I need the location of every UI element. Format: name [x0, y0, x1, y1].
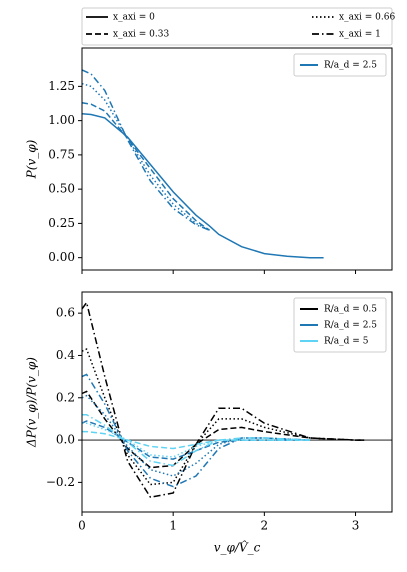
legend-label: R/a_d = 0.5 [324, 305, 377, 315]
style-legend: x_axi = 0 x_axi = 0.66 x_axi = 0.33 x_axi =… [81, 7, 395, 46]
x-tick-label: 2 [261, 519, 269, 533]
data-line [82, 422, 310, 458]
legend-label: x_axi = 0.66 [339, 13, 395, 23]
data-line [82, 430, 310, 450]
axes-frame [81, 47, 393, 271]
legend-label: x_axi = 1 [339, 30, 381, 40]
y-tick-label: 0.00 [48, 250, 75, 264]
data-line [81, 113, 324, 259]
x-axis-label: v_φ/V̂_c [214, 539, 261, 554]
x-tick-label: 0 [78, 519, 86, 533]
data-line [81, 373, 310, 488]
legend: R/a_d = 0.5 R/a_d = 2.5 R/a_d = 5 [293, 297, 387, 353]
data-line [81, 420, 310, 460]
data-line [81, 348, 365, 486]
legend-label: R/a_d = 2.5 [324, 61, 377, 71]
x-tick-label: 3 [352, 519, 360, 533]
data-line [81, 394, 310, 477]
legend-box [81, 7, 393, 46]
x-tick-label: 1 [169, 519, 177, 533]
y-tick-label: 0.50 [48, 182, 75, 196]
data-line [81, 300, 365, 499]
y-tick-label: 0.0 [56, 433, 75, 447]
legend-label: R/a_d = 5 [324, 337, 369, 347]
data-line [82, 413, 310, 467]
legend-box [293, 297, 387, 353]
legend-box [293, 53, 387, 77]
data-line [81, 102, 211, 231]
y-tick-label: 0.6 [56, 306, 75, 320]
y-tick-label: 0.75 [48, 147, 75, 161]
y-tick-label: 0.2 [56, 390, 75, 404]
y-axis-label: P(v_φ) [25, 139, 39, 179]
y-tick-label: −0.2 [46, 475, 75, 489]
data-line [81, 69, 210, 231]
legend: R/a_d = 2.5 [293, 53, 387, 77]
axes-frame [81, 291, 393, 513]
legend-label: R/a_d = 2.5 [324, 321, 377, 331]
y-tick-label: 1.00 [48, 113, 75, 127]
legend-label: x_axi = 0.33 [113, 30, 169, 40]
y-tick-label: 0.4 [56, 348, 75, 362]
y-tick-label: 1.25 [48, 79, 75, 93]
legend-label: x_axi = 0 [113, 13, 155, 23]
data-line [81, 390, 365, 469]
y-axis-label: ΔP(v_φ)/P(v_φ) [25, 357, 39, 448]
y-tick-label: 0.25 [48, 216, 75, 230]
data-line [81, 82, 210, 231]
